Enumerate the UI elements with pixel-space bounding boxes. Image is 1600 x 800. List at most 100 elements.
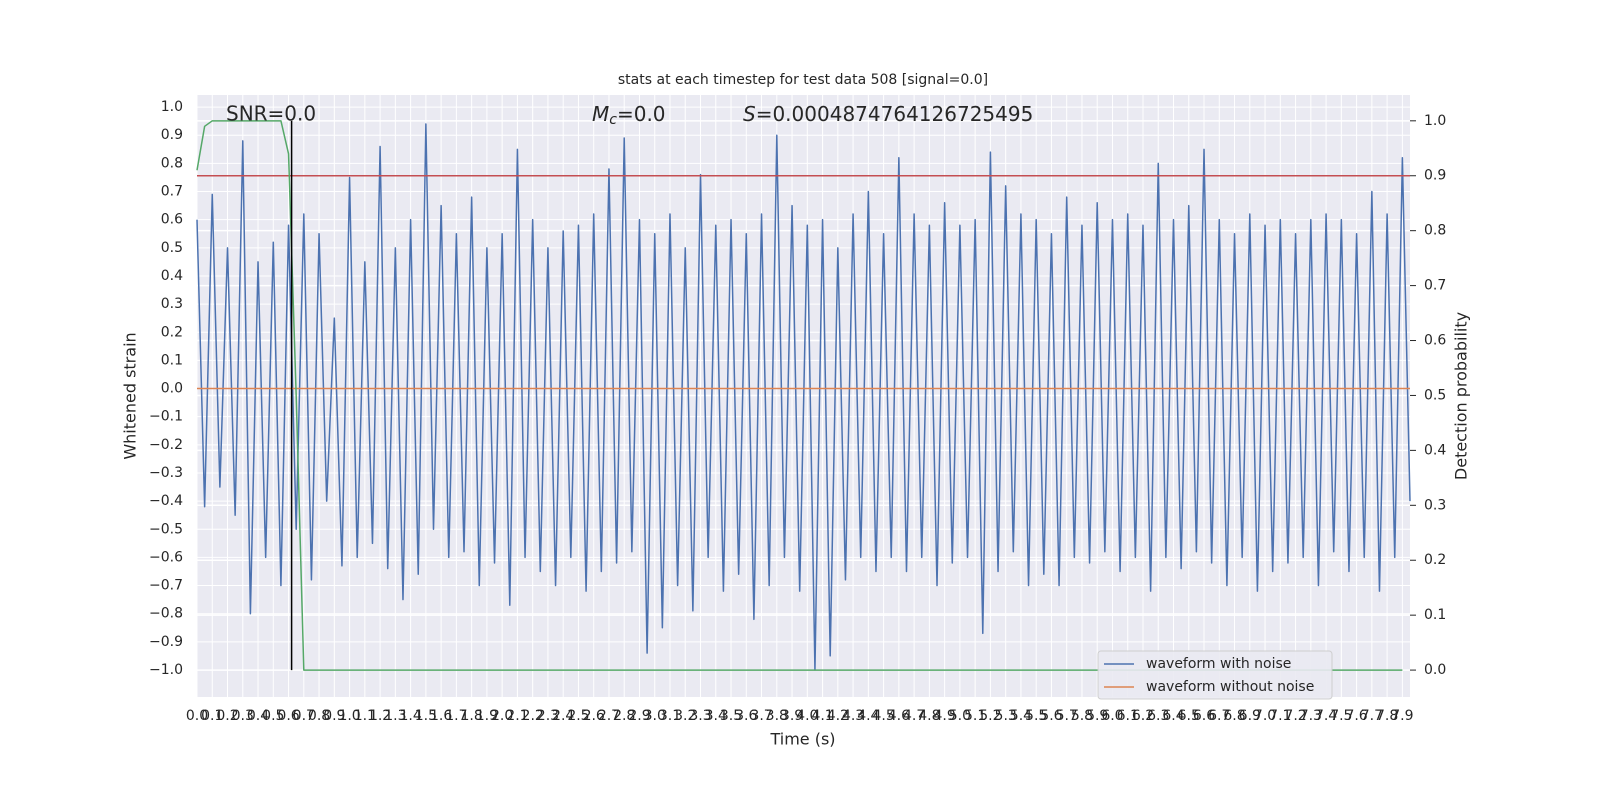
y-tick-label: 0.1 [161, 352, 183, 368]
x-tick-label: 4.5 [872, 708, 894, 724]
x-tick-label: 6.2 [1132, 708, 1154, 724]
y-tick-label: −0.2 [149, 437, 183, 453]
x-tick-label: 7.2 [1284, 708, 1306, 724]
y2-tick-label: 0.8 [1424, 223, 1446, 239]
x-tick-label: 4.0 [796, 708, 818, 724]
x-tick-label: 2.4 [552, 708, 574, 724]
x-tick-label: 1.1 [354, 708, 376, 724]
y2-tick-label: 0.6 [1424, 333, 1446, 349]
x-tick-label: 1.9 [476, 708, 498, 724]
x-tick-label: 3.4 [705, 708, 727, 724]
y-axis-label: Whitened strain [121, 332, 140, 459]
x-tick-label: 4.4 [857, 708, 879, 724]
x-tick-label: 6.0 [1101, 708, 1123, 724]
x-tick-label: 2.3 [537, 708, 559, 724]
x-tick-label: 5.9 [1086, 708, 1108, 724]
x-tick-label: 3.2 [674, 708, 696, 724]
x-tick-label: 4.9 [934, 708, 956, 724]
x-tick-label: 4.2 [827, 708, 849, 724]
x-tick-label: 7.5 [1330, 708, 1352, 724]
x-tick-label: 0.9 [323, 708, 345, 724]
y2-tick-label: 0.9 [1424, 168, 1446, 184]
x-tick-label: 3.5 [720, 708, 742, 724]
y-tick-label: 0.0 [161, 381, 183, 397]
x-tick-label: 7.4 [1315, 708, 1337, 724]
x-tick-label: 3.6 [735, 708, 757, 724]
x-tick-label: 6.7 [1208, 708, 1230, 724]
x-tick-label: 3.0 [644, 708, 666, 724]
x-tick-label: 7.8 [1376, 708, 1398, 724]
annotation: S=0.0004874764126725495 [743, 102, 1033, 126]
x-tick-label: 6.5 [1178, 708, 1200, 724]
legend-label: waveform with noise [1146, 656, 1291, 672]
x-tick-label: 4.1 [811, 708, 833, 724]
x-tick-label: 1.2 [369, 708, 391, 724]
x-tick-label: 7.9 [1391, 708, 1413, 724]
y-tick-label: 0.6 [161, 212, 183, 228]
y-tick-label: 0.8 [161, 155, 183, 171]
y-tick-label: 1.0 [161, 99, 183, 115]
x-tick-label: 0.5 [262, 708, 284, 724]
x-tick-label: 1.6 [430, 708, 452, 724]
x-tick-label: 5.0 [949, 708, 971, 724]
x-tick-label: 7.3 [1300, 708, 1322, 724]
y2-tick-label: 0.0 [1424, 662, 1446, 678]
y-tick-label: −0.6 [149, 549, 183, 565]
x-tick-label: 2.9 [628, 708, 650, 724]
x-tick-label: 5.7 [1056, 708, 1078, 724]
x-tick-label: 3.1 [659, 708, 681, 724]
y2-tick-label: 0.1 [1424, 607, 1446, 623]
x-tick-label: 0.0 [186, 708, 208, 724]
x-tick-label: 2.6 [583, 708, 605, 724]
lines [196, 120, 1411, 671]
x-tick-label: 4.8 [918, 708, 940, 724]
y-tick-label: 0.3 [161, 296, 183, 312]
x-tick-label: 6.8 [1223, 708, 1245, 724]
x-tick-label: 0.6 [277, 708, 299, 724]
x-tick-label: 1.5 [415, 708, 437, 724]
x-tick-label: 0.1 [201, 708, 223, 724]
y-tick-label: −0.9 [149, 634, 183, 650]
legend-label: waveform without noise [1146, 679, 1314, 695]
annotation-symbol: M [592, 102, 609, 126]
y-tick-label: 0.7 [161, 184, 183, 200]
x-tick-label: 5.3 [995, 708, 1017, 724]
annotation-symbol: S [743, 102, 756, 126]
y-tick-label: 0.9 [161, 127, 183, 143]
y2-tick-label: 0.3 [1424, 497, 1446, 513]
y2-tick-label: 0.7 [1424, 278, 1446, 294]
x-tick-label: 2.1 [506, 708, 528, 724]
y-tick-label: −0.7 [149, 578, 183, 594]
x-tick-label: 0.3 [232, 708, 254, 724]
y-tick-label: −0.5 [149, 521, 183, 537]
annotation: Mc=0.0 [592, 102, 666, 129]
x-tick-label: 5.1 [964, 708, 986, 724]
x-tick-label: 5.8 [1071, 708, 1093, 724]
y2-tick-label: 0.5 [1424, 387, 1446, 403]
x-tick-label: 4.6 [888, 708, 910, 724]
x-tick-label: 0.4 [247, 708, 269, 724]
x-tick-label: 2.7 [598, 708, 620, 724]
x-tick-label: 4.3 [842, 708, 864, 724]
x-tick-label: 1.7 [445, 708, 467, 724]
series-line [196, 120, 1403, 671]
y-tick-label: −0.1 [149, 409, 183, 425]
y2-tick-label: 0.4 [1424, 442, 1446, 458]
annotation-text: =0.0 [617, 102, 666, 126]
x-tick-label: 5.2 [979, 708, 1001, 724]
y-tick-label: 0.2 [161, 324, 183, 340]
x-tick-label: 3.8 [766, 708, 788, 724]
y-tick-label: −1.0 [149, 662, 183, 678]
x-tick-label: 2.5 [567, 708, 589, 724]
x-tick-label: 7.1 [1269, 708, 1291, 724]
x-axis-label: Time (s) [769, 730, 835, 749]
series-line [196, 123, 1411, 671]
x-tick-label: 6.4 [1162, 708, 1184, 724]
legend: waveform with noise waveform without nois… [1097, 650, 1333, 700]
x-tick-label: 2.8 [613, 708, 635, 724]
y2-tick-label: 1.0 [1424, 113, 1446, 129]
y2-axis-label: Detection probability [1452, 312, 1471, 480]
x-tick-label: 1.4 [399, 708, 421, 724]
